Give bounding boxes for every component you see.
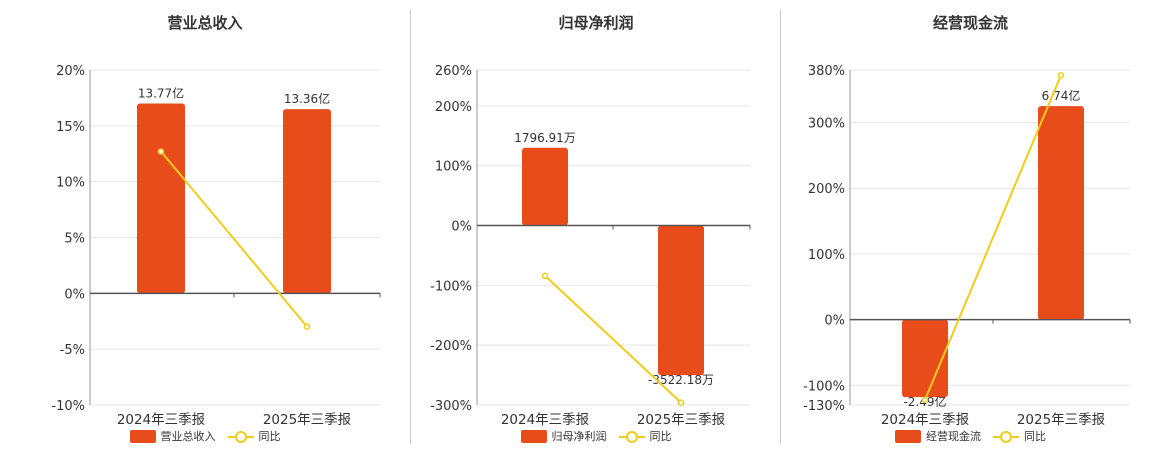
y-tick-label: 5% xyxy=(64,232,85,247)
legend: 经营现金流 同比 xyxy=(781,428,1160,444)
legend-bar-swatch xyxy=(895,429,921,443)
bar xyxy=(522,147,568,226)
bar xyxy=(658,225,704,376)
legend-bar-label[interactable]: 营业总收入 xyxy=(160,430,216,443)
legend-bar-swatch xyxy=(129,429,156,443)
y-tick-label: 260% xyxy=(435,64,472,79)
y-tick-label: 100% xyxy=(435,160,472,175)
legend-bar-label[interactable]: 归母净利润 xyxy=(551,430,607,443)
chart-svg: 380%300%200%100%0%-100%-130%-2.49亿6.74亿2… xyxy=(803,64,1131,428)
y-tick-label: 0% xyxy=(451,220,472,235)
chart-panel-revenue: 营业总收入 20% 15% 10% 5% 0% -5% -10% 13.77亿 13.36亿 20… xyxy=(0,0,410,450)
bar-value-label: 1796.91万 xyxy=(514,131,576,145)
yoy-line xyxy=(924,74,1062,401)
bar xyxy=(902,319,948,398)
legend: 归母净利润 同比 xyxy=(411,428,781,444)
y-tick-label: -5% xyxy=(60,343,85,358)
chart-panel-cash-flow: 经营现金流 380%300%200%100%0%-100%-130%-2.49亿… xyxy=(781,0,1160,450)
y-tick-label: 200% xyxy=(435,100,472,115)
bar-value-label: 6.74亿 xyxy=(1042,88,1081,103)
legend-line-swatch xyxy=(618,430,645,443)
panel-divider xyxy=(780,10,781,444)
yoy-point xyxy=(677,399,685,406)
y-tick-label: 100% xyxy=(808,248,845,263)
x-category-label: 2025年三季报 xyxy=(637,412,725,428)
y-tick-label: 0% xyxy=(64,287,85,302)
chart-panel-net-profit: 归母净利润 260% 200% 100% 0% -100% -200% -300% 1796.… xyxy=(411,0,781,450)
y-tick-label: 15% xyxy=(56,120,85,135)
chart-title: 营业总收入 xyxy=(167,14,243,32)
bar-value-label: 13.77亿 xyxy=(138,86,184,101)
y-tick-label: 20% xyxy=(56,64,85,79)
chart-svg: 260% 200% 100% 0% -100% -200% -300% 1796.91万 -35… xyxy=(430,64,751,428)
bar xyxy=(1038,106,1084,320)
legend-bar-swatch xyxy=(520,429,547,443)
y-tick-label: -200% xyxy=(430,339,472,354)
yoy-line xyxy=(544,275,682,404)
x-category-label: 2024年三季报 xyxy=(117,412,205,428)
y-tick-label: -100% xyxy=(430,279,472,294)
legend-line-swatch xyxy=(993,430,1019,443)
x-category-label: 2025年三季报 xyxy=(263,412,351,428)
yoy-point xyxy=(541,272,549,280)
y-tick-label: 0% xyxy=(824,314,845,329)
legend-line-swatch xyxy=(227,430,254,443)
yoy-point xyxy=(1057,72,1065,79)
chart-title: 归母净利润 xyxy=(558,14,634,32)
x-category-label: 2024年三季报 xyxy=(881,412,969,428)
legend-line-label[interactable]: 同比 xyxy=(258,430,281,443)
x-category-label: 2025年三季报 xyxy=(1017,412,1105,428)
bar-value-label: -3522.18万 xyxy=(648,373,714,387)
panel-divider xyxy=(410,10,411,444)
yoy-point xyxy=(921,396,929,403)
y-tick-label: -10% xyxy=(51,399,85,414)
y-tick-label: 380% xyxy=(808,64,845,79)
x-category-label: 2024年三季报 xyxy=(501,412,589,428)
legend-line-label[interactable]: 同比 xyxy=(1024,430,1046,443)
legend-bar-label[interactable]: 经营现金流 xyxy=(926,430,981,443)
legend: 营业总收入 同比 xyxy=(0,428,410,444)
yoy-point xyxy=(157,148,165,155)
y-tick-label: 300% xyxy=(808,117,845,132)
chart-svg: 20% 15% 10% 5% 0% -5% -10% 13.77亿 13.36亿 2024年三季报… xyxy=(51,64,381,428)
y-tick-label: -300% xyxy=(430,399,472,414)
y-tick-label: 200% xyxy=(808,182,845,197)
bar xyxy=(283,109,331,294)
y-tick-label: -100% xyxy=(803,379,845,394)
y-tick-label: -130% xyxy=(803,399,845,414)
bar xyxy=(137,103,185,294)
legend-line-label[interactable]: 同比 xyxy=(649,430,672,443)
chart-title: 经营现金流 xyxy=(932,14,1008,32)
y-tick-label: 10% xyxy=(56,176,85,191)
yoy-line xyxy=(160,150,308,328)
yoy-point xyxy=(303,323,311,330)
bar-value-label: 13.36亿 xyxy=(284,91,330,106)
